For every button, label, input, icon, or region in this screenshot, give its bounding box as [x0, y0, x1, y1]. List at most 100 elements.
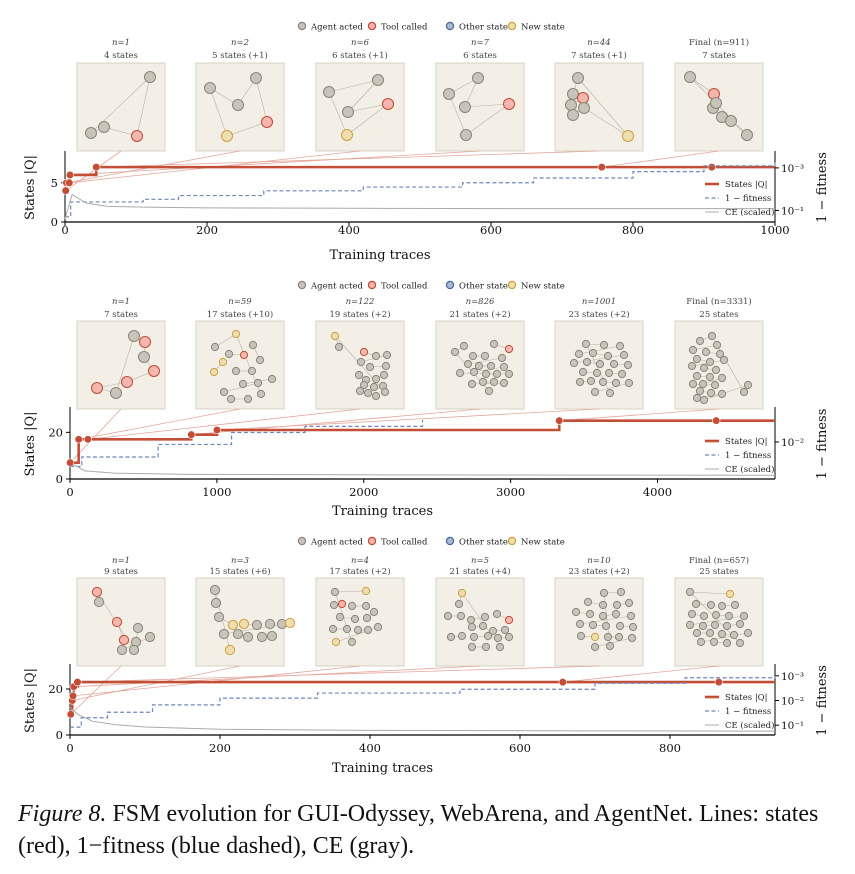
fsm-state-node: [722, 621, 732, 631]
fsm-state-node: [692, 393, 702, 403]
y2-tick-label: 10⁻¹: [781, 205, 804, 217]
fsm-state-node: [443, 611, 453, 621]
legend-marker: [507, 536, 517, 546]
fsm-state-node: [467, 622, 477, 632]
fsm-state-node: [98, 121, 110, 133]
x-tick-label: 600: [480, 223, 502, 237]
snapshot-title: Final (n=3331): [686, 296, 751, 307]
legend-marker: [507, 21, 517, 31]
y-axis-label: States |Q|: [23, 668, 38, 733]
fsm-state-node: [497, 353, 507, 363]
snapshot-states: 7 states (+1): [571, 50, 627, 61]
fsm-state-node: [85, 127, 97, 139]
fsm-graph: [684, 71, 753, 141]
fsm-state-node: [455, 368, 465, 378]
fsm-state-node: [701, 347, 711, 357]
states-point: [83, 435, 93, 444]
snapshot-title: n=1: [112, 297, 130, 307]
fsm-state-node: [261, 116, 273, 128]
fsm-state-node: [480, 612, 490, 622]
fsm-state-node: [590, 387, 600, 397]
fsm-state-node: [371, 351, 381, 361]
fsm-state-node: [219, 387, 229, 397]
callout-line: [601, 150, 720, 168]
fsm-graph: [450, 339, 514, 396]
fsm-state-node: [454, 599, 464, 609]
fsm-state-node: [111, 616, 123, 628]
fsm-graph: [443, 588, 514, 652]
legend-marker: [297, 21, 307, 31]
fsm-edge: [471, 382, 505, 385]
x-tick-label: 600: [509, 741, 531, 755]
series-legend-label: States |Q|: [725, 180, 768, 190]
fsm-state-node: [706, 600, 716, 610]
fsm-snapshot-panel: [195, 320, 285, 410]
snapshot-title: n=59: [228, 297, 252, 307]
legend-label: New state: [521, 538, 565, 548]
fsm-state-node: [256, 389, 266, 399]
fsm-state-node: [121, 376, 133, 388]
fsm-state-node: [481, 642, 491, 652]
ce-series-line: [64, 193, 775, 220]
fsm-state-node: [347, 637, 357, 647]
fsm-state-node: [611, 609, 621, 619]
snapshot-title: n=6: [351, 38, 370, 48]
fsm-state-node: [599, 340, 609, 350]
fsm-state-node: [619, 350, 629, 360]
fsm-state-node: [687, 361, 697, 371]
states-point: [68, 691, 78, 701]
fsm-state-node: [724, 611, 734, 621]
fsm-state-node: [330, 331, 340, 341]
fsm-state-node: [696, 637, 706, 647]
y-tick-label: 20: [48, 425, 63, 439]
fsm-state-node: [739, 387, 749, 397]
y2-axis-label: 1 − fitness: [815, 665, 830, 736]
fsm-state-node: [687, 609, 697, 619]
y2-tick-label: 10⁻²: [781, 437, 804, 449]
fsm-state-node: [382, 98, 394, 110]
fsm-graph: [91, 330, 160, 399]
x-tick-label: 0: [66, 485, 73, 499]
fsm-state-node: [381, 361, 391, 371]
fsm-state-node: [218, 357, 228, 367]
fsm-state-node: [247, 366, 257, 376]
fsm-state-node: [361, 586, 371, 596]
fsm-snapshot-panel: [554, 577, 644, 667]
states-point: [65, 170, 75, 180]
fsm-state-node: [626, 611, 636, 621]
fsm-graph: [323, 74, 394, 141]
fsm-state-node: [717, 373, 727, 383]
states-point: [92, 163, 101, 172]
fsm-state-node: [567, 109, 579, 121]
fsm-state-node: [361, 601, 371, 611]
fsm-state-node: [331, 637, 341, 647]
fsm-state-node: [692, 628, 702, 638]
fsm-state-node: [598, 600, 608, 610]
fsm-state-node: [571, 607, 581, 617]
callout-line: [87, 408, 361, 440]
legend-marker: [367, 536, 377, 546]
fsm-state-node: [735, 638, 745, 648]
fsm-state-node: [692, 354, 702, 364]
fsm-state-node: [489, 339, 499, 349]
legend-label: Other state: [459, 538, 508, 548]
fsm-edge: [226, 121, 268, 137]
snapshot-states: 21 states (+4): [449, 566, 510, 577]
fsm-edge: [347, 79, 379, 113]
snapshot-title: n=5: [471, 556, 489, 566]
fsm-state-node: [456, 611, 466, 621]
fsm-edge: [465, 103, 510, 136]
fsm-edge: [334, 590, 367, 593]
y-tick-label: 0: [56, 728, 63, 742]
caption-text: FSM evolution for GUI-Odyssey, WebArena,…: [18, 801, 819, 859]
x-tick-label: 1000: [760, 223, 789, 237]
fsm-state-node: [685, 620, 695, 630]
fsm-state-node: [484, 386, 494, 396]
fsm-state-node: [709, 637, 719, 647]
fsm-state-node: [698, 621, 708, 631]
fsm-state-node: [500, 625, 510, 635]
fsm-edge: [346, 103, 389, 136]
figure-8: Agent acted Tool called Other state New sta…: [23, 21, 830, 776]
legend-marker: [445, 536, 455, 546]
snapshot-title: n=44: [587, 38, 610, 48]
